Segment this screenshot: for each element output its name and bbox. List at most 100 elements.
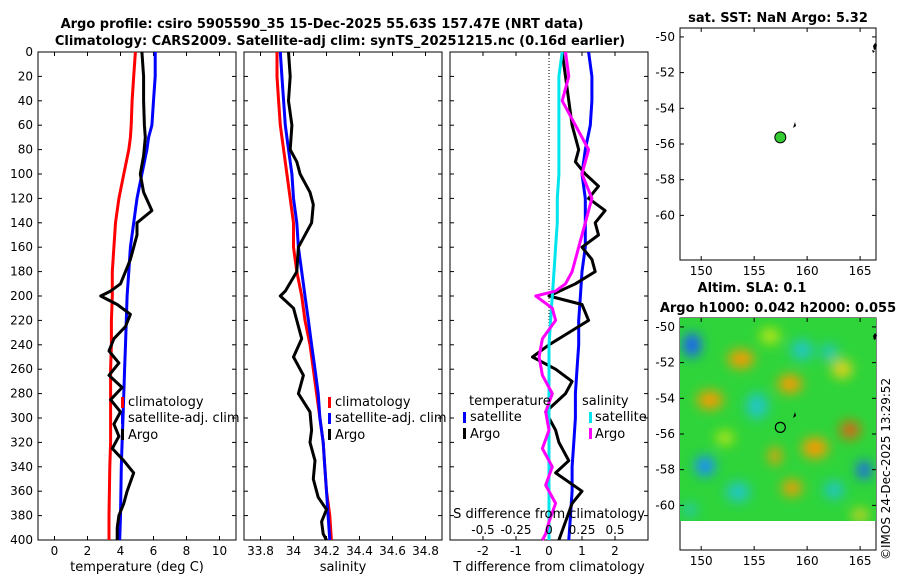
- depth-tick-label: 280: [10, 387, 33, 401]
- map-y-tick-label: -58: [655, 463, 675, 477]
- series-argo: [99, 51, 154, 540]
- depth-tick-label: 380: [10, 509, 33, 523]
- depth-tick-label: 400: [10, 533, 33, 547]
- legend-swatch-climatology: [328, 397, 331, 408]
- argo-position-marker: [774, 131, 787, 144]
- legend-climatology: climatology: [335, 395, 411, 410]
- anomaly-mid: [716, 431, 734, 445]
- x-tick-label: 34.2: [313, 544, 340, 558]
- coastline-island: [872, 43, 877, 53]
- salinity-x-ticks: 33.8 34 34.2 34.4 34.6 34.8: [247, 52, 439, 558]
- anomaly-mid: [852, 509, 868, 521]
- x-tick-label: 34.8: [412, 544, 439, 558]
- map-x-tick-label: 160: [796, 554, 819, 568]
- series-t-argo: [531, 51, 607, 541]
- legend-swatch-argo: [328, 429, 331, 440]
- coastline-islet: [793, 412, 796, 418]
- legend-swatch-t-satellite: [463, 412, 466, 423]
- legend-swatch-climatology: [121, 397, 124, 408]
- temperature-legend: climatology satellite-adj. clim Argo: [121, 395, 240, 443]
- temperature-axes: [37, 51, 237, 541]
- legend-swatch-satellite: [121, 413, 124, 424]
- depth-tick-label: 100: [10, 167, 33, 181]
- sst-map-title: sat. SST: NaN Argo: 5.32: [688, 11, 868, 26]
- coastline-island: [873, 333, 877, 340]
- legend-climatology: climatology: [128, 395, 204, 410]
- series-t-satellite: [567, 51, 594, 541]
- difference-series: [531, 51, 607, 541]
- sla-anomalies: [683, 328, 871, 521]
- legend-s-satellite: satellite: [595, 410, 647, 425]
- legend-swatch-satellite: [328, 413, 331, 424]
- map-y-tick-label: -56: [655, 427, 675, 441]
- depth-tick-labels: 0 20 40 60 80 100 120 140 160 180 200 220 240 260 280 3…: [10, 45, 236, 547]
- series-s-argo: [534, 51, 594, 541]
- temperature-panel: 0204060801001201401601802002202402602803…: [10, 45, 240, 575]
- anomaly-low: [683, 333, 701, 357]
- depth-tick-label: 80: [18, 143, 33, 157]
- figure-title-line2: Climatology: CARS2009. Satellite-adj cli…: [55, 34, 625, 49]
- depth-tick-label: 20: [18, 69, 33, 83]
- sla-map-ticks: 150 155 160 165 -50 -52 -54 -56 -58 -60: [655, 318, 876, 568]
- series-satellite-adj-clim: [278, 51, 332, 541]
- anomaly-mid: [832, 360, 852, 378]
- map-x-tick-label: 165: [849, 554, 872, 568]
- legend-swatch-s-satellite: [589, 412, 592, 423]
- map-y-tick-label: -54: [655, 391, 675, 405]
- x-tick-label: 2: [84, 544, 92, 558]
- salinity-series: [275, 51, 333, 541]
- depth-tick-label: 0: [25, 45, 33, 59]
- x-tick-label: 6: [150, 544, 158, 558]
- t-difference-xlabel: T difference from climatology: [452, 560, 645, 575]
- series-argo: [278, 51, 328, 541]
- x-tick-label: 4: [117, 544, 125, 558]
- anomaly-low: [821, 344, 837, 360]
- sst-map-ticks: 150 155 160 165 -50 -52 -54 -56 -58 -60: [655, 28, 876, 278]
- anomaly-high: [778, 375, 802, 393]
- series-climatology: [107, 51, 137, 540]
- x-tick-label: -2: [477, 544, 489, 558]
- map-y-tick-label: -60: [655, 208, 675, 222]
- difference-legend-temperature: temperature satellite Argo: [463, 394, 551, 442]
- salinity-legend: climatology satellite-adj. clim Argo: [328, 395, 447, 443]
- anomaly-high: [782, 480, 802, 496]
- x2-tick-label: 0.25: [569, 523, 596, 537]
- map-y-tick-label: -50: [655, 30, 675, 44]
- map-x-tick-label: 155: [743, 264, 766, 278]
- legend-salinity-title: salinity: [582, 394, 629, 409]
- coastline-islet: [793, 122, 796, 128]
- difference-y-ticks: [450, 51, 648, 541]
- x-tick-label: 10: [212, 544, 227, 558]
- map-x-tick-label: 155: [743, 554, 766, 568]
- salinity-xlabel: salinity: [320, 560, 367, 575]
- legend-t-satellite: satellite: [470, 410, 522, 425]
- anomaly-low: [791, 340, 813, 360]
- x-tick-label: 1: [578, 544, 586, 558]
- salinity-axes: [243, 51, 443, 541]
- anomaly-low: [726, 482, 750, 502]
- salinity-y-ticks: [244, 51, 442, 541]
- sst-map-panel: sat. SST: NaN Argo: 5.32 150 155 160 165 -50…: [655, 11, 877, 278]
- s-difference-xlabel: S difference from climatology: [453, 507, 645, 522]
- x2-tick-label: -0.5: [471, 523, 494, 537]
- anomaly-high: [697, 391, 723, 409]
- x-tick-label: 33.8: [247, 544, 274, 558]
- depth-tick-label: 360: [10, 484, 33, 498]
- s-difference-tick-labels: -0.5 -0.25 0 0.25 0.5: [471, 523, 624, 537]
- depth-tick-label: 320: [10, 435, 33, 449]
- figure-title-line1: Argo profile: csiro 5905590_35 15-Dec-20…: [61, 17, 584, 32]
- depth-tick-label: 260: [10, 362, 33, 376]
- anomaly-low: [683, 504, 697, 516]
- difference-x-ticks: -2 -1 0 1 2: [477, 52, 619, 558]
- map-x-tick-label: 150: [690, 554, 713, 568]
- legend-s-argo: Argo: [595, 427, 625, 442]
- depth-tick-label: 240: [10, 338, 33, 352]
- legend-swatch-t-argo: [463, 428, 466, 439]
- depth-tick-label: 340: [10, 460, 33, 474]
- legend-temperature-title: temperature: [469, 394, 551, 409]
- map-y-tick-label: -56: [655, 137, 675, 151]
- x2-tick-label: -0.25: [500, 523, 531, 537]
- argo-position-marker: [774, 421, 786, 433]
- map-x-tick-label: 160: [796, 264, 819, 278]
